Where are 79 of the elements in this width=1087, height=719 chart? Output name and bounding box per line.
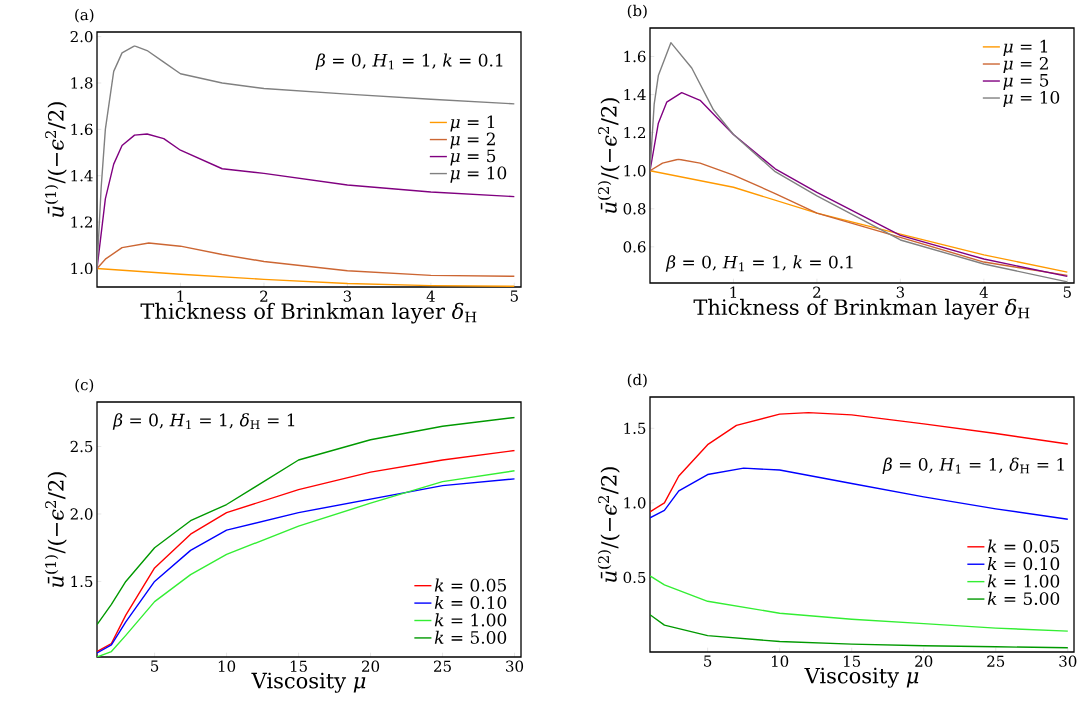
y-tick-label: 1.0 [624,165,646,177]
x-tick-label: 3 [343,290,352,302]
x-tick-label: 25 [987,655,1005,667]
legend-label: k = 1.00 [987,574,1060,588]
y-tick-label: 1.5 [624,422,646,434]
y-tick-label: 0.6 [623,241,646,253]
y-axis-title: ū$^{(1)}$/(−ϵ$^{2}$/2) [44,102,67,218]
y-axis-title: ū$^{(2)}$/(−ϵ$^{2}$/2) [597,467,620,583]
legend-label: μ = 5 [450,149,496,166]
legend-label: k = 1.00 [434,613,507,627]
x-axis-title: Viscosity μ [804,667,919,688]
legend-label: k = 5.00 [987,591,1060,605]
y-tick-label: 1.4 [71,170,93,182]
x-tick-label: 20 [915,655,933,667]
legend-label: k = 0.05 [987,539,1059,553]
y-axis-title: ū$^{(1)}$/(−ϵ$^{2}$/2) [44,472,67,588]
line-series [650,91,1069,278]
x-axis-title: Thickness of Brinkman layer δ$_{H}$ [693,298,1030,320]
x-tick-label: 10 [218,660,236,672]
x-tick-label: 15 [290,660,307,672]
x-tick-label: 25 [434,660,451,672]
y-tick-label: 1.0 [71,262,93,275]
y-tick-label: 1.6 [624,50,646,63]
y-tick-label: 1.0 [624,497,646,509]
x-tick-label: 15 [843,655,861,667]
y-tick-label: 2.0 [70,508,93,520]
x-tick-label: 5 [510,290,518,302]
line-series [97,242,516,278]
chart-title: (b) [627,4,647,19]
legend-label: μ = 5 [1003,74,1049,90]
legend-label: μ = 2 [1003,56,1048,74]
y-tick-label: 1.2 [624,126,645,139]
annotation: β = 0, H$_{1}$ = 1, δ$_{H}$ = 1 [112,413,295,430]
y-tick-label: 0.5 [623,571,646,584]
legend-label: μ = 2 [450,132,495,149]
x-tick-label: 2 [813,286,821,298]
x-axis-title: Viscosity μ [251,672,366,693]
y-tick-label: 1.2 [71,216,92,228]
line-series [97,267,516,287]
x-tick-label: 1 [730,286,737,298]
legend-label: μ = 10 [450,166,507,183]
legend-label: k = 0.10 [987,557,1060,571]
legend-label: μ = 1 [450,115,495,132]
y-tick-label: 1.4 [624,88,646,101]
x-tick-label: 1 [177,290,184,302]
x-tick-label: 5 [151,660,159,672]
x-tick-label: 30 [506,660,524,672]
x-tick-label: 5 [704,655,712,667]
y-tick-label: 1.6 [71,123,93,136]
chart-title: (a) [75,8,94,23]
legend-label: μ = 10 [1003,90,1060,108]
annotation: β = 0, H$_{1}$ = 1, k = 0.1 [315,53,503,70]
legend-label: k = 0.10 [434,595,507,610]
x-tick-label: 4 [426,290,435,302]
x-tick-label: 2 [260,290,268,302]
y-tick-label: 2.5 [70,440,93,453]
x-tick-label: 20 [362,660,380,672]
y-tick-label: 2.0 [70,30,93,43]
y-tick-label: 1.5 [71,575,93,588]
line-series [650,41,1069,283]
y-axis-title: ū$^{(2)}$/(−ϵ$^{2}$/2) [597,98,620,214]
annotation: β = 0, H$_{1}$ = 1, δ$_{H}$ = 1 [882,457,1064,475]
annotation: β = 0, H$_{1}$ = 1, k = 0.1 [665,255,853,272]
x-tick-label: 30 [1059,655,1077,667]
chart-title: (d) [627,373,647,388]
x-tick-label: 3 [896,286,905,298]
x-tick-label: 4 [979,286,988,298]
chart-title: (c) [75,378,94,393]
x-tick-label: 5 [1063,286,1071,298]
line-series [650,411,1069,513]
line-series [650,575,1069,632]
legend-label: μ = 1 [1003,39,1048,56]
x-tick-label: 10 [771,655,789,667]
x-axis-title: Thickness of Brinkman layer δ$_{H}$ [140,302,477,324]
y-tick-label: 1.8 [71,77,93,89]
line-series [650,614,1069,649]
legend-label: k = 5.00 [434,630,507,644]
legend-label: k = 0.05 [434,578,506,592]
y-tick-label: 0.8 [623,203,646,215]
